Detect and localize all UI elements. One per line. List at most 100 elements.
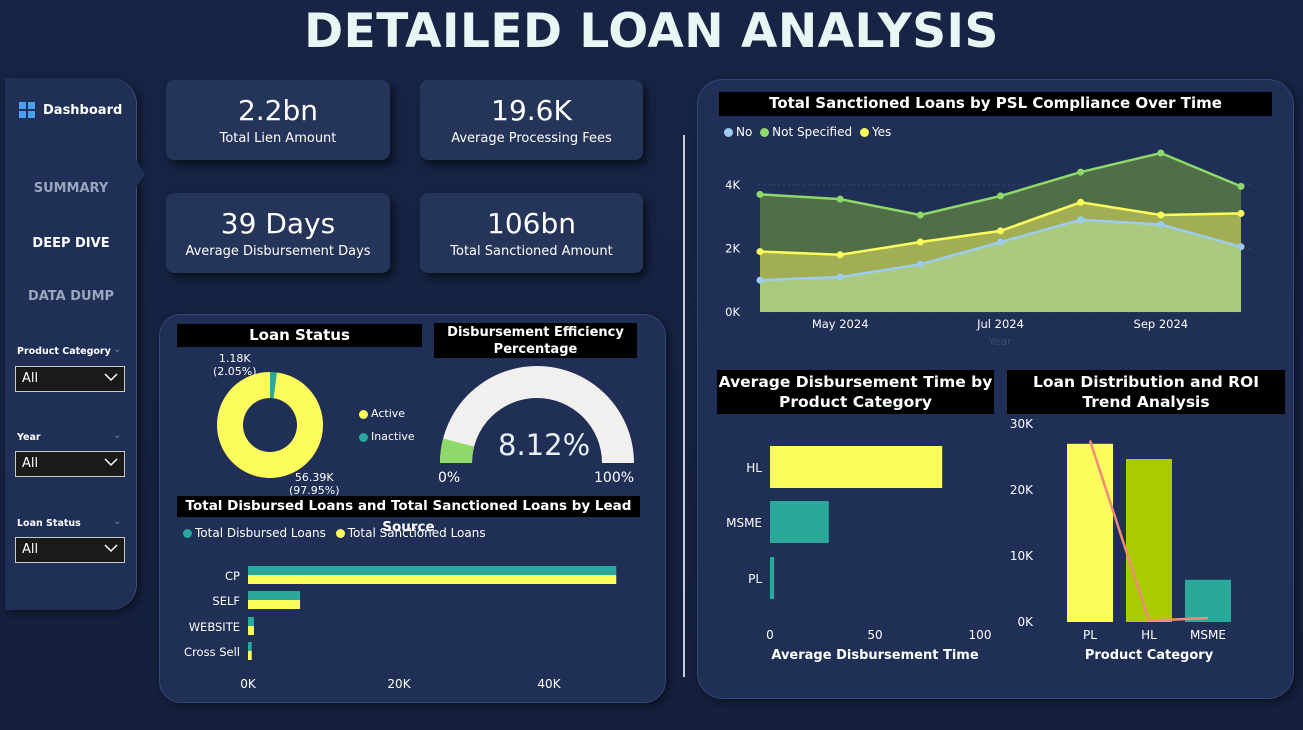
legend-marker [859,128,869,137]
lead-source-chart-title: Total Disbursed Loans and Total Sanction… [177,496,640,535]
roi-trend-line [1088,440,1209,622]
bar-hl[interactable] [1126,458,1172,622]
roi-combo-chart: 0K 10K 20K 30K PL HL MSME Product Category [1010,417,1231,663]
category-label: HL [746,461,762,475]
data-point[interactable] [1157,221,1165,229]
x-tick-label: Sep 2024 [1134,317,1189,331]
y-tick-label: 0K [725,305,740,319]
bar-sanctioned[interactable] [248,600,301,609]
x-tick-label: HL [1141,628,1157,642]
data-point[interactable] [1237,243,1245,251]
y-tick-label: 20K [1010,483,1034,497]
legend-marker [724,128,733,137]
data-point[interactable] [1077,216,1085,224]
data-point[interactable] [1157,211,1165,219]
data-point[interactable] [916,238,924,246]
x-tick-label: 40K [537,677,561,691]
data-point[interactable] [997,238,1004,246]
data-point[interactable] [997,192,1004,200]
bar-sanctioned[interactable] [248,626,254,635]
product-category-dropdown[interactable]: All [15,366,125,392]
data-point[interactable] [756,276,764,284]
gauge-track [440,366,634,463]
data-point[interactable] [756,248,764,256]
bar-disbursed[interactable] [248,642,252,651]
bar-disbursed[interactable] [248,566,617,575]
legend-inactive-label: Inactive [371,430,415,443]
donut-slice-inactive[interactable] [270,372,277,399]
bar-pl[interactable] [770,557,775,599]
data-point[interactable] [916,260,924,268]
kpi-value: 19.6K [491,94,572,127]
data-point[interactable] [916,211,924,219]
chevron-down-icon [104,458,118,467]
category-label: PL [748,572,762,586]
legend-disbursed: Total Disbursed Loans [195,526,326,540]
filter-product-category-label: Product Category [17,346,111,357]
year-value: All [22,456,39,471]
bar-hl[interactable] [770,446,943,488]
year-dropdown[interactable]: All [15,451,125,477]
filter-loan-status-label: Loan Status [17,518,81,529]
bar-sanctioned[interactable] [248,575,617,584]
bar-sanctioned[interactable] [248,651,252,660]
avg-disbursement-bar-chart: HL MSME PL 0 50 100 Average Disbursement Time [726,446,991,663]
data-point[interactable] [1237,209,1245,217]
bar-disbursed[interactable] [248,591,301,600]
loan-status-value: All [22,542,39,557]
bar-msme[interactable] [770,501,829,543]
legend-marker [183,529,192,538]
x-tick-label: May 2024 [812,317,869,331]
chevron-down-icon [104,373,118,382]
product-category-value: All [22,371,39,386]
legend-marker [359,432,368,442]
donut-slice-active[interactable] [217,372,323,478]
data-point[interactable] [1157,149,1165,157]
nav-data-dump[interactable]: DATA DUMP [27,289,115,304]
kpi-card-avg-processing-fees: 19.6K Average Processing Fees [420,80,643,160]
y-tick-label: 2K [725,241,740,255]
legend-active-label: Active [371,407,406,420]
donut-label-active: 56.39K (97.95%) [289,471,340,497]
lead-source-legend: Total Disbursed Loans Total Sanctioned L… [183,526,486,540]
kpi-label: Average Disbursement Days [185,244,371,259]
bar-disbursed[interactable] [248,617,254,626]
psl-legend: No Not Specified Yes [724,125,891,139]
sidebar: Dashboard SUMMARY DEEP DIVE DATA DUMP Pr… [5,78,137,610]
x-tick-label: 50 [867,628,882,642]
data-point[interactable] [836,195,844,203]
active-nav-indicator [132,154,145,194]
chevron-down-icon[interactable]: ⌄ [113,430,122,441]
roi-chart-title: Loan Distribution and ROI Trend Analysis [1007,370,1285,414]
category-label: WEBSITE [189,620,240,634]
category-label: MSME [726,516,762,530]
data-point[interactable] [836,251,844,259]
gauge-max-label: 100% [594,470,635,486]
dashboard-link[interactable]: Dashboard [19,102,122,118]
chevron-down-icon[interactable]: ⌄ [113,344,122,355]
dashboard-label: Dashboard [43,102,123,118]
chevron-down-icon[interactable]: ⌄ [113,516,122,527]
data-point[interactable] [836,273,844,281]
data-point[interactable] [997,227,1004,235]
loan-status-dropdown[interactable]: All [15,537,125,563]
psl-chart-title: Total Sanctioned Loans by PSL Compliance… [719,92,1272,116]
data-point[interactable] [1077,168,1085,176]
x-tick-label: 0K [240,677,257,691]
kpi-card-avg-disbursement-days: 39 Days Average Disbursement Days [166,193,390,273]
kpi-card-total-lien: 2.2bn Total Lien Amount [166,80,390,160]
data-point[interactable] [1237,182,1245,190]
bar-msme[interactable] [1185,579,1231,622]
legend-yes: Yes [871,125,892,139]
donut-label-inactive: 1.18K (2.05%) [213,352,257,378]
nav-summary[interactable]: SUMMARY [33,181,109,196]
x-tick-label: 20K [387,677,411,691]
y-tick-label: 4K [725,178,740,192]
x-axis-title: Average Disbursement Time [771,648,978,663]
data-point[interactable] [1077,198,1085,206]
nav-deep-dive[interactable]: DEEP DIVE [32,236,110,251]
bar-pl[interactable] [1067,443,1113,622]
x-tick-label: 0 [766,628,774,642]
legend-marker [335,529,345,538]
data-point[interactable] [756,190,764,198]
